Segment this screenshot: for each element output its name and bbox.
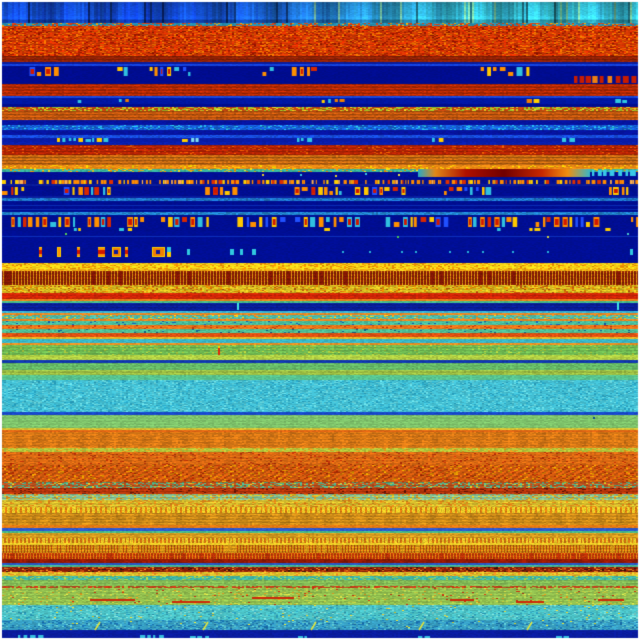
spectrogram-view (0, 0, 640, 640)
spectrogram-heatmap (0, 0, 640, 640)
